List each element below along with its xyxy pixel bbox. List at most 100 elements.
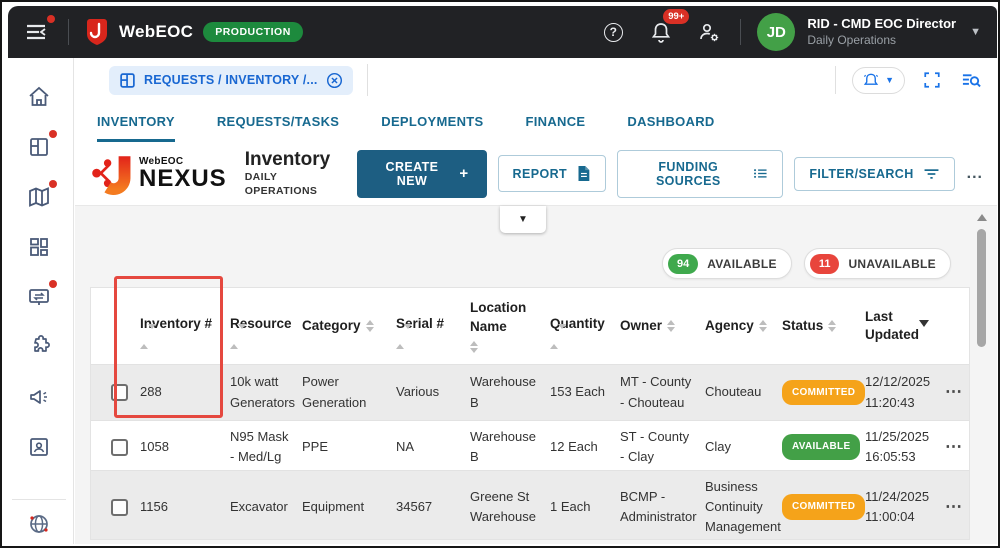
- sort-icon: [470, 340, 478, 353]
- cell-agency: Chouteau: [705, 384, 762, 400]
- status-badge: AVAILABLE: [782, 434, 861, 460]
- table-row[interactable]: 288 10k watt Generators Power Generation…: [91, 364, 969, 420]
- incidents-notification-dot: [48, 280, 57, 288]
- notifications-button[interactable]: 99+: [646, 9, 690, 47]
- column-header-serial[interactable]: Serial #: [389, 315, 463, 349]
- column-header-quantity[interactable]: Quantity: [543, 315, 613, 349]
- boards-notification-dot: [48, 130, 57, 138]
- unavailable-filter-badge[interactable]: 11 UNAVAILABLE: [803, 248, 951, 279]
- row-checkbox[interactable]: [111, 384, 128, 401]
- divider: [740, 19, 742, 45]
- status-badge: COMMITTED: [782, 494, 866, 520]
- alerts-dropdown-button[interactable]: ▼: [852, 66, 905, 94]
- column-header-owner[interactable]: Owner: [613, 317, 698, 335]
- cell-category: Power Generation: [302, 374, 367, 410]
- row-actions-button[interactable]: ⋯: [945, 497, 963, 517]
- juvare-shield-logo: [87, 19, 107, 45]
- boards-icon: [29, 138, 48, 156]
- fullscreen-icon: [924, 72, 940, 88]
- tab-deployments[interactable]: DEPLOYMENTS: [381, 114, 484, 129]
- cell-location: Warehouse B: [470, 429, 536, 465]
- alerts-caret-icon: ▼: [885, 75, 894, 85]
- sidebar-item-plugins[interactable]: [4, 322, 74, 372]
- filter-icon: [924, 168, 939, 179]
- user-menu-caret-icon[interactable]: ▼: [970, 26, 981, 38]
- row-checkbox[interactable]: [111, 438, 128, 456]
- board-search-button[interactable]: [959, 69, 983, 91]
- column-header-agency[interactable]: Agency: [698, 317, 775, 335]
- tab-dashboard[interactable]: DASHBOARD: [627, 114, 715, 129]
- breadcrumb-bar: REQUESTS / INVENTORY /... ▼: [75, 58, 997, 102]
- sidebar-item-home[interactable]: [4, 72, 74, 122]
- panel-collapse-button[interactable]: ▼: [500, 206, 546, 233]
- user-info: RID - CMD EOC Director Daily Operations: [807, 16, 956, 48]
- breadcrumb[interactable]: REQUESTS / INVENTORY /...: [109, 65, 353, 95]
- report-button[interactable]: REPORT: [497, 155, 607, 192]
- row-checkbox[interactable]: [111, 498, 128, 516]
- row-actions-button[interactable]: ⋯: [945, 436, 963, 456]
- cell-owner: BCMP - Administrator: [620, 489, 697, 525]
- column-header-location[interactable]: Location Name: [463, 299, 543, 353]
- fullscreen-button[interactable]: [921, 69, 943, 91]
- cell-location: Warehouse B: [470, 374, 536, 410]
- column-header-category[interactable]: Category: [295, 317, 389, 335]
- cell-serial: 34567: [396, 499, 433, 515]
- sidebar-item-boards[interactable]: [4, 122, 74, 172]
- funding-sources-label: FUNDING SOURCES: [655, 159, 721, 188]
- megaphone-icon: [29, 390, 47, 404]
- app-title: WebEOC: [119, 22, 194, 41]
- create-new-button[interactable]: CREATE NEW +: [356, 149, 487, 198]
- tab-inventory[interactable]: INVENTORY: [97, 102, 175, 142]
- top-bar-right: ? 99+: [598, 9, 981, 51]
- cell-category: Equipment: [302, 499, 365, 515]
- incident-board-icon: [28, 289, 49, 305]
- vertical-scrollbar[interactable]: [976, 212, 987, 538]
- row-actions-button[interactable]: ⋯: [945, 382, 963, 402]
- scrollbar-thumb[interactable]: [977, 229, 986, 347]
- cell-quantity: 1 Each: [550, 499, 591, 515]
- contact-card-icon: [29, 438, 48, 456]
- sort-icon: [365, 320, 374, 332]
- cell-agency: Clay: [705, 439, 732, 455]
- toolbar-more-button[interactable]: ...: [966, 164, 983, 182]
- column-header-resource[interactable]: Resource: [223, 315, 295, 349]
- user-avatar[interactable]: JD: [757, 13, 796, 51]
- sidebar-toggle-button[interactable]: [22, 15, 55, 47]
- sidebar-item-apps[interactable]: [4, 222, 74, 272]
- sidebar-item-announcements[interactable]: [4, 372, 74, 422]
- column-header-last-updated[interactable]: Last Updated: [858, 308, 938, 344]
- puzzle-icon: [33, 335, 50, 352]
- filter-search-button[interactable]: FILTER/SEARCH: [794, 156, 955, 191]
- alert-bell-icon: [863, 73, 879, 85]
- user-incident: Daily Operations: [807, 32, 897, 47]
- funding-sources-button[interactable]: FUNDING SOURCES: [617, 149, 784, 198]
- available-filter-badge[interactable]: 94 AVAILABLE: [661, 248, 792, 279]
- cell-quantity: 12 Each: [550, 439, 598, 455]
- column-header-inventory[interactable]: Inventory #: [133, 315, 223, 349]
- table-row[interactable]: 1058 N95 Mask - Med/Lg PPE NA Warehouse …: [91, 420, 969, 470]
- bell-icon: [652, 23, 671, 43]
- user-admin-button[interactable]: [694, 17, 724, 47]
- cell-agency: Business Continuity Management: [705, 479, 781, 535]
- close-icon[interactable]: [326, 72, 343, 89]
- cell-last-updated: 11/25/2025 16:05:53: [865, 429, 930, 465]
- table-row[interactable]: 1156 Excavator Equipment 34567 Greene St…: [91, 470, 969, 539]
- sidebar-item-global[interactable]: [4, 500, 74, 544]
- tab-requests-tasks[interactable]: REQUESTS/TASKS: [216, 114, 340, 129]
- user-role: RID - CMD EOC Director: [807, 15, 957, 31]
- help-icon: ?: [603, 22, 623, 42]
- cell-inventory: 288: [140, 384, 162, 400]
- report-label: REPORT: [512, 166, 568, 181]
- board-work-area: ▼ 94 AVAILABLE 11 UNAVAILABLE Inventory …: [75, 206, 997, 544]
- sidebar-item-incidents[interactable]: [4, 272, 74, 322]
- nexus-molecule-icon: [92, 155, 131, 195]
- sidebar-item-contacts[interactable]: [4, 422, 74, 472]
- tab-finance[interactable]: FINANCE: [525, 114, 586, 129]
- cell-location: Greene St Warehouse: [470, 489, 536, 525]
- board-subtitle: DAILY OPERATIONS: [244, 170, 318, 197]
- sidebar-item-maps[interactable]: [4, 172, 74, 222]
- help-button[interactable]: ?: [598, 17, 628, 47]
- cell-last-updated: 11/24/2025 11:00:04: [865, 489, 930, 525]
- scroll-up-icon[interactable]: [976, 214, 987, 221]
- column-header-status[interactable]: Status: [775, 317, 858, 335]
